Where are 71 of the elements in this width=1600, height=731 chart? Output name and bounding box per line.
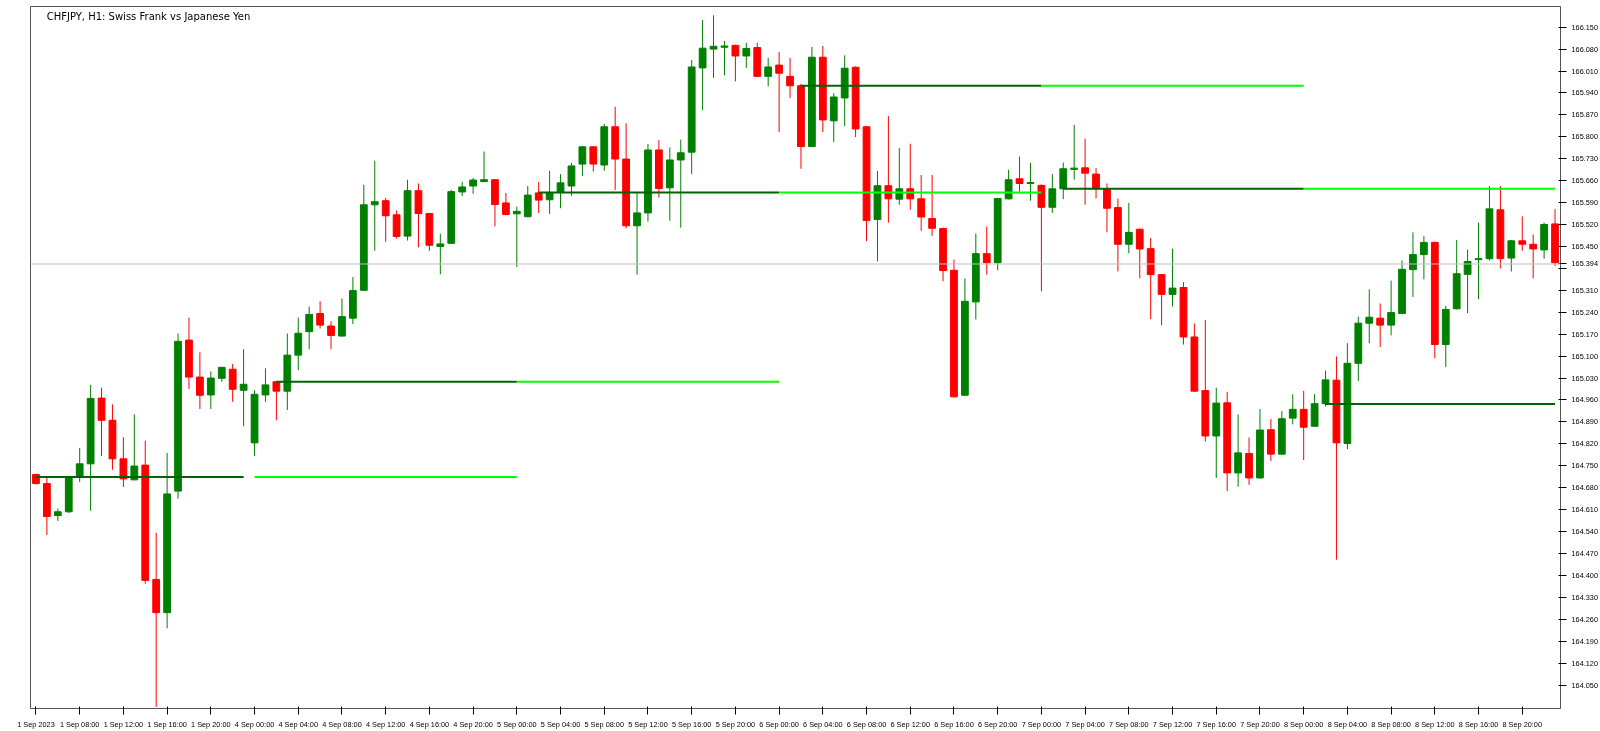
candlestick	[370, 160, 379, 252]
candlestick	[1157, 273, 1166, 326]
candlestick	[633, 192, 641, 276]
candlestick	[1103, 182, 1111, 233]
candlestick	[917, 174, 926, 232]
candlestick	[130, 413, 139, 481]
candlestick	[1529, 234, 1538, 279]
candlestick	[720, 40, 729, 76]
candlestick	[1124, 202, 1133, 254]
candlestick	[97, 387, 106, 457]
candlestick	[1409, 231, 1417, 298]
candlestick	[1037, 183, 1046, 292]
candlestick	[196, 351, 204, 410]
candlestick	[1092, 167, 1100, 200]
candlestick	[786, 57, 794, 99]
candlestick	[381, 197, 390, 243]
candlestick	[589, 145, 598, 173]
candlestick	[1026, 162, 1035, 202]
candlestick	[698, 19, 707, 111]
candlestick	[338, 297, 346, 338]
candlestick	[556, 173, 565, 209]
candlestick	[764, 57, 773, 87]
candlestick	[534, 181, 543, 214]
candlestick	[228, 363, 237, 403]
candlestick	[392, 209, 401, 240]
candlestick	[1070, 124, 1079, 181]
candlestick	[261, 367, 270, 403]
candlestick	[327, 320, 335, 350]
candlestick	[982, 226, 991, 276]
candlestick	[239, 348, 248, 427]
candlestick	[480, 151, 488, 183]
candlestick	[1507, 239, 1516, 273]
candlestick	[305, 306, 314, 350]
candlestick	[578, 145, 587, 177]
candlestick	[1234, 413, 1242, 488]
chart-title: CHFJPY, H1: Swiss Frank vs Japanese Yen	[46, 10, 251, 22]
candlestick	[436, 233, 445, 275]
candlestick	[1518, 215, 1527, 252]
candlestick	[731, 44, 740, 82]
candlestick	[1365, 288, 1374, 344]
candlestick	[119, 436, 128, 488]
candlestick	[523, 185, 532, 218]
candlestick	[1015, 156, 1024, 193]
candlestick	[1059, 162, 1068, 200]
candlestick	[272, 380, 281, 421]
candlestick	[1048, 173, 1057, 214]
candlestick	[1288, 393, 1297, 425]
candlestick	[1474, 222, 1483, 300]
candlestick	[928, 174, 936, 237]
candlestick	[469, 177, 477, 195]
candlestick	[775, 51, 783, 133]
candlestick	[567, 162, 576, 197]
candlestick	[1376, 302, 1385, 348]
candlestick	[676, 139, 685, 229]
candlestick	[1387, 280, 1395, 336]
candlestick	[829, 92, 838, 143]
candlestick	[1168, 248, 1177, 308]
candlestick	[294, 317, 303, 371]
candlestick	[1310, 393, 1319, 428]
candlestick	[1420, 235, 1428, 280]
candlestick	[709, 14, 718, 79]
candlestick	[75, 447, 84, 483]
candlestick	[316, 300, 324, 330]
candlestick	[414, 182, 423, 248]
candlestick	[1321, 370, 1330, 408]
candlestick	[1135, 228, 1144, 279]
candlestick	[742, 42, 751, 69]
candlestick	[206, 370, 215, 410]
candlestick	[1081, 138, 1089, 206]
candlestick	[1299, 390, 1308, 461]
candlestick	[512, 206, 521, 268]
